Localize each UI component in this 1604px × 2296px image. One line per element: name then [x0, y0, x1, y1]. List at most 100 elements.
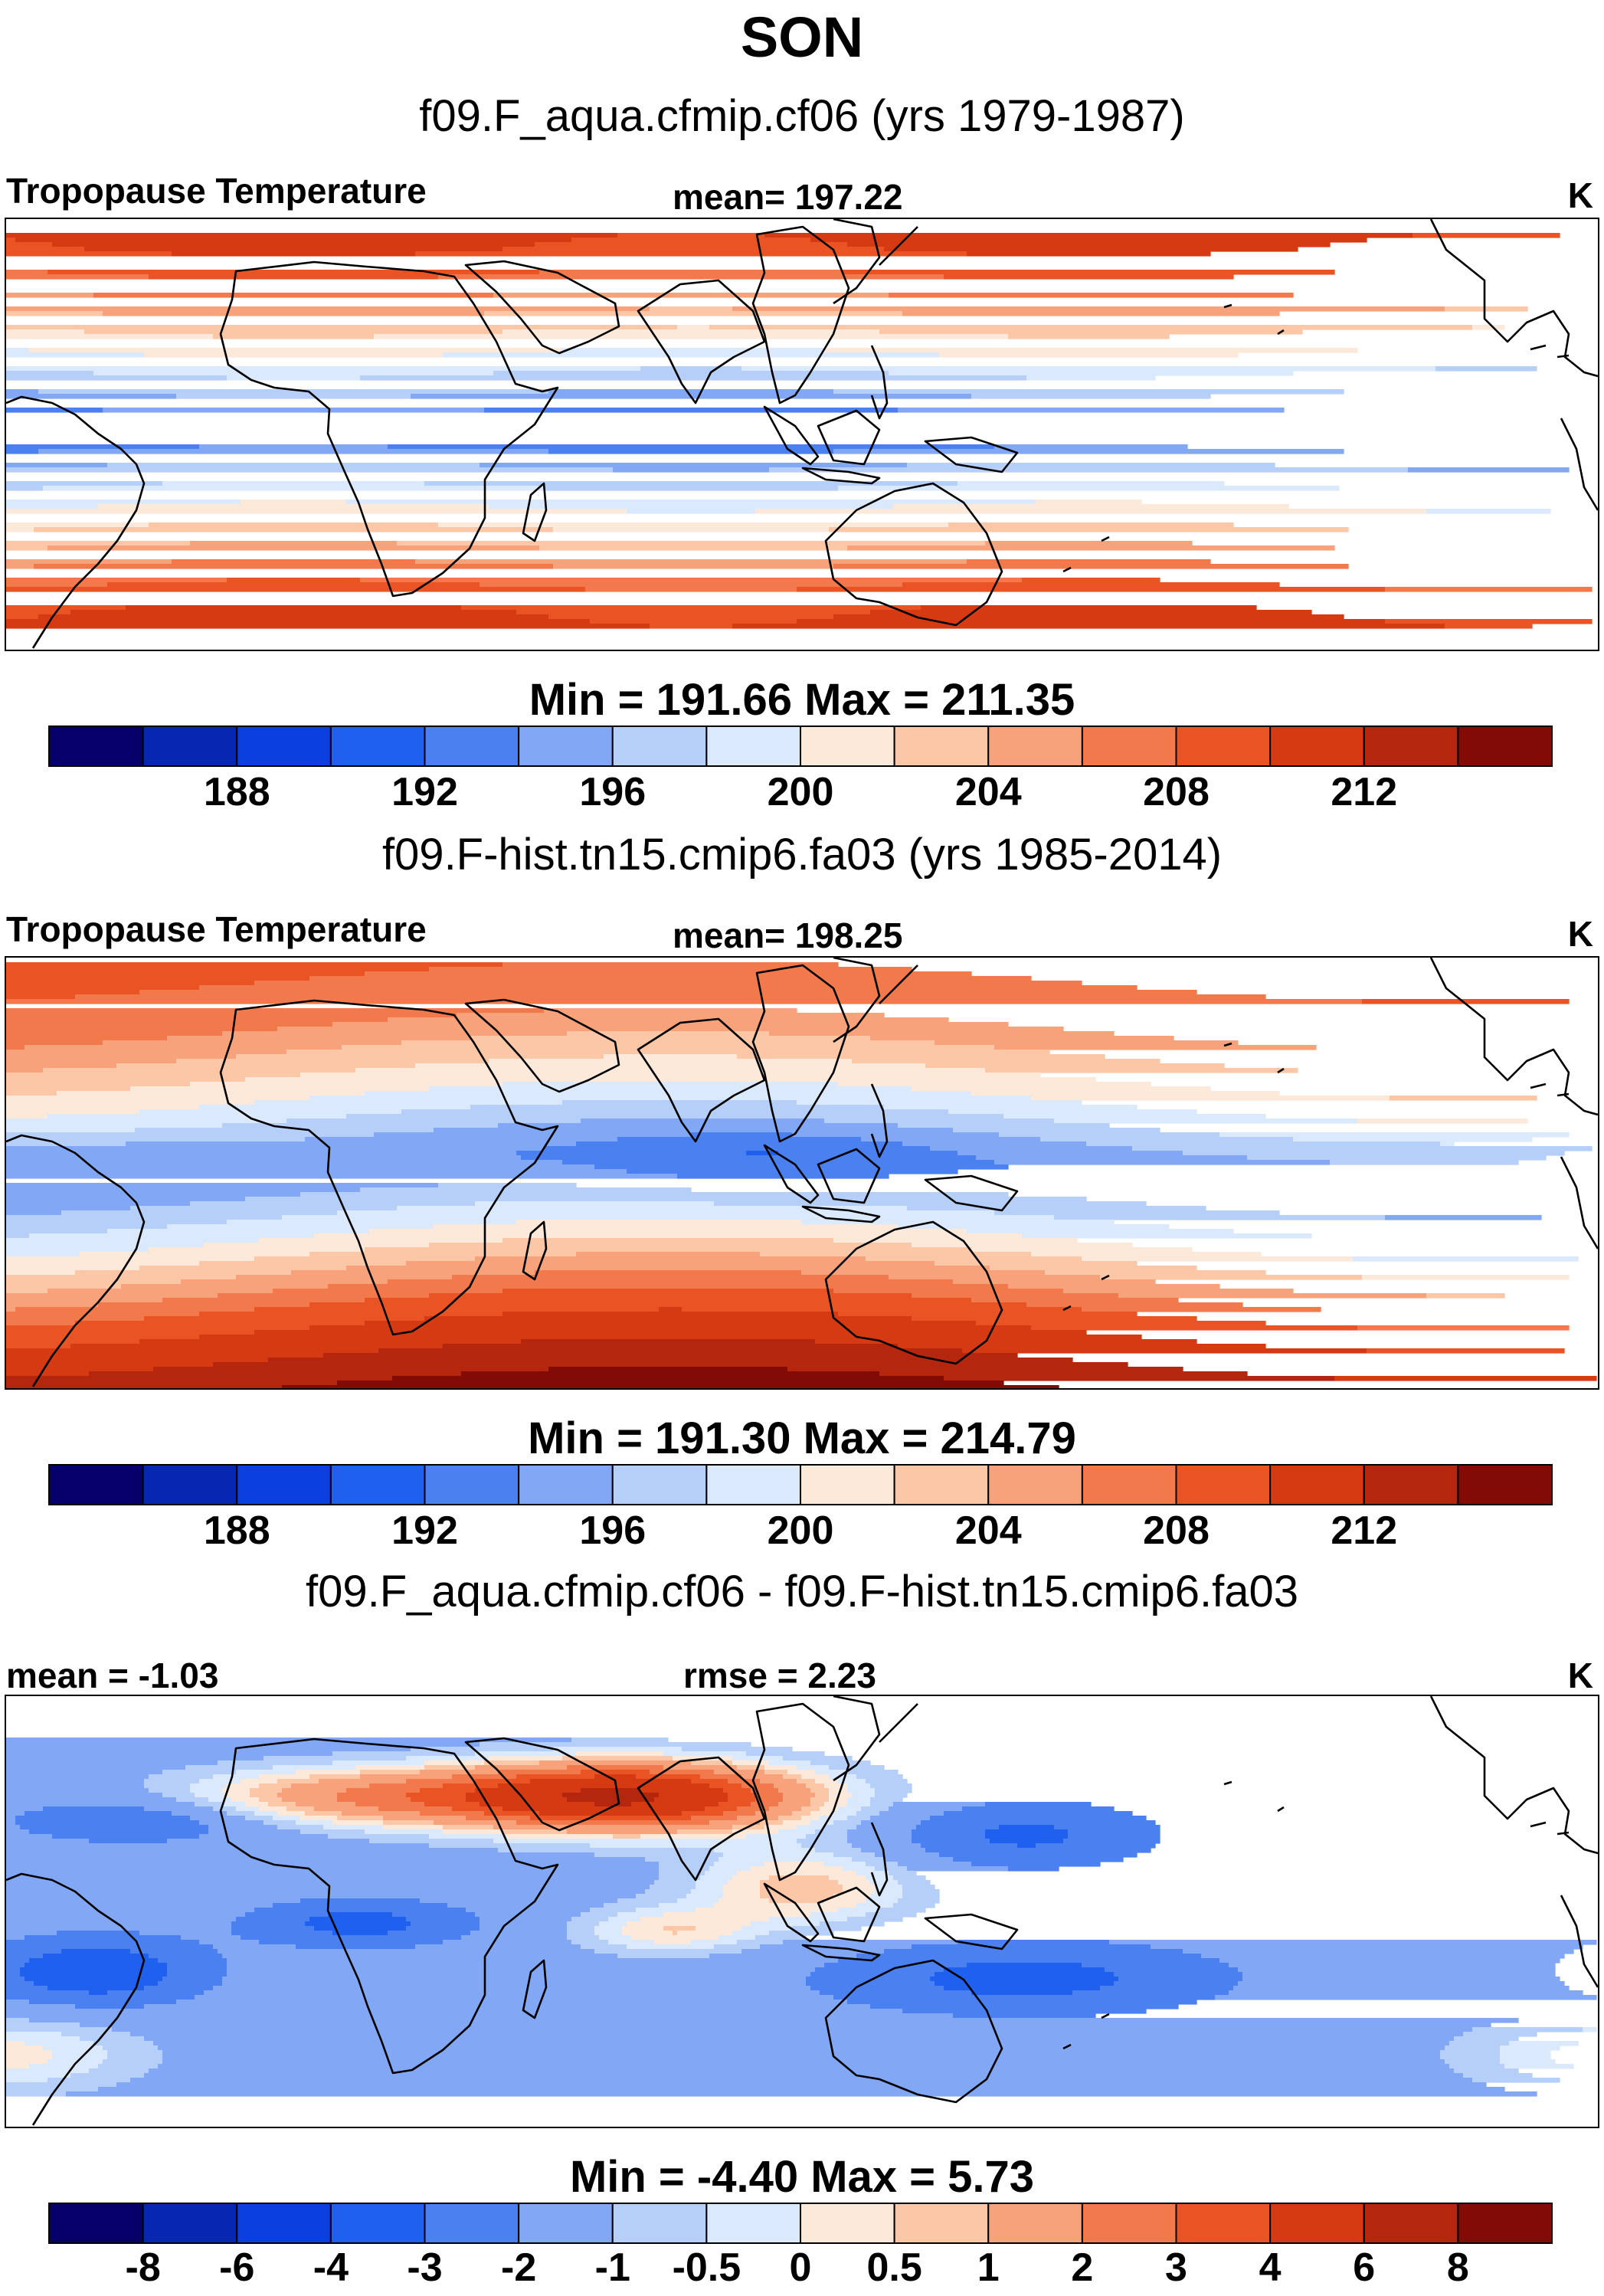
colorbar-tick-label: 208	[1143, 770, 1210, 814]
panel-2-units: K	[1567, 914, 1593, 954]
colorbar-swatch	[329, 1464, 426, 1505]
colorbar-tick-label: 212	[1331, 1508, 1398, 1553]
colorbar-swatch	[1175, 725, 1272, 767]
colorbar-tick-label: 200	[767, 1508, 834, 1553]
colorbar-swatch	[1175, 2203, 1272, 2244]
colorbar-swatch	[987, 1464, 1083, 1505]
colorbar-tick-label: 6	[1353, 2245, 1376, 2290]
panel-1-mean-label: mean= 197.22	[673, 177, 903, 217]
colorbar-swatch	[705, 1464, 801, 1505]
colorbar-swatch	[48, 725, 144, 767]
panel-1-left-label: Tropopause Temperature	[6, 171, 427, 211]
colorbar-tick-label: 196	[579, 770, 647, 814]
panel-3-colorbar-ticks: -8 -6 -4 -3 -2 -1 -0.5 0 0.5 1 2 3 4 6 8	[49, 2245, 1552, 2294]
colorbar-tick-label: 188	[203, 1508, 270, 1553]
colorbar-swatch	[142, 1464, 238, 1505]
colorbar-tick-label: 0.5	[866, 2245, 922, 2290]
colorbar-tick-label: 204	[954, 770, 1022, 814]
panel-3-colorbar	[48, 2203, 1553, 2244]
colorbar-swatch	[1269, 725, 1365, 767]
panel-1-minmax: Min = 191.66 Max = 211.35	[529, 675, 1075, 725]
colorbar-swatch	[893, 2203, 990, 2244]
panel-2-mean-label: mean= 198.25	[673, 915, 903, 955]
colorbar-swatch	[705, 725, 801, 767]
colorbar-tick-label: 3	[1165, 2245, 1187, 2290]
panel-2-map	[5, 956, 1599, 1390]
colorbar-swatch	[424, 2203, 520, 2244]
panel-1-map	[5, 218, 1599, 651]
colorbar-swatch	[611, 725, 708, 767]
colorbar-swatch	[329, 2203, 426, 2244]
colorbar-swatch	[424, 725, 520, 767]
colorbar-tick-label: -4	[313, 2245, 349, 2290]
colorbar-tick-label: 212	[1331, 770, 1398, 814]
panel-2-subtitle: f09.F-hist.tn15.cmip6.fa03 (yrs 1985-201…	[381, 830, 1223, 879]
colorbar-swatch	[893, 1464, 990, 1505]
colorbar-swatch	[142, 2203, 238, 2244]
colorbar-swatch	[611, 2203, 708, 2244]
colorbar-swatch	[236, 1464, 332, 1505]
colorbar-swatch	[800, 1464, 895, 1505]
colorbar-swatch	[236, 2203, 332, 2244]
panel-1-colorbar-ticks: 188 192 196 200 204 208 212	[49, 769, 1552, 818]
colorbar-swatch	[987, 725, 1083, 767]
colorbar-swatch	[1457, 1464, 1553, 1505]
colorbar-tick-label: 1	[977, 2245, 1000, 2290]
panel-1-subtitle: f09.F_aqua.cfmip.cf06 (yrs 1979-1987)	[419, 91, 1185, 141]
colorbar-swatch	[1363, 725, 1459, 767]
colorbar-tick-label: -8	[125, 2245, 161, 2290]
colorbar-tick-label: -1	[594, 2245, 630, 2290]
colorbar-swatch	[893, 725, 990, 767]
colorbar-tick-label: -2	[501, 2245, 537, 2290]
colorbar-swatch	[518, 725, 614, 767]
colorbar-swatch	[518, 2203, 614, 2244]
colorbar-swatch	[329, 725, 426, 767]
colorbar-tick-label: -0.5	[672, 2245, 741, 2290]
colorbar-swatch	[800, 725, 895, 767]
colorbar-tick-label: 196	[579, 1508, 647, 1553]
panel-3-subtitle: f09.F_aqua.cfmip.cf06 - f09.F-hist.tn15.…	[306, 1567, 1298, 1616]
colorbar-swatch	[142, 725, 238, 767]
colorbar-tick-label: 192	[391, 770, 458, 814]
panel-1-colorbar	[48, 725, 1553, 767]
colorbar-tick-label: 208	[1143, 1508, 1210, 1553]
colorbar-tick-label: 4	[1259, 2245, 1282, 2290]
panel-3-rmse-label: rmse = 2.23	[683, 1656, 876, 1695]
colorbar-swatch	[48, 1464, 144, 1505]
colorbar-tick-label: -6	[219, 2245, 255, 2290]
colorbar-tick-label: 8	[1446, 2245, 1469, 2290]
colorbar-swatch	[424, 1464, 520, 1505]
colorbar-swatch	[987, 2203, 1083, 2244]
colorbar-swatch	[1269, 1464, 1365, 1505]
colorbar-tick-label: 192	[391, 1508, 458, 1553]
panel-3-left-label: mean = -1.03	[6, 1656, 219, 1695]
panel-2-colorbar	[48, 1464, 1553, 1505]
colorbar-swatch	[48, 2203, 144, 2244]
colorbar-swatch	[1081, 725, 1177, 767]
colorbar-swatch	[1457, 2203, 1553, 2244]
colorbar-swatch	[1175, 1464, 1272, 1505]
colorbar-swatch	[800, 2203, 895, 2244]
colorbar-swatch	[236, 725, 332, 767]
colorbar-tick-label: 2	[1071, 2245, 1094, 2290]
colorbar-tick-label: 188	[203, 770, 270, 814]
colorbar-swatch	[1363, 2203, 1459, 2244]
colorbar-tick-label: 0	[789, 2245, 812, 2290]
panel-3-map	[5, 1695, 1599, 2128]
panel-2-minmax: Min = 191.30 Max = 214.79	[528, 1413, 1076, 1463]
panel-3-minmax: Min = -4.40 Max = 5.73	[569, 2152, 1035, 2202]
figure-title: SON	[740, 5, 864, 69]
colorbar-swatch	[1269, 2203, 1365, 2244]
colorbar-tick-label: 204	[954, 1508, 1022, 1553]
colorbar-swatch	[1457, 725, 1553, 767]
colorbar-swatch	[705, 2203, 801, 2244]
colorbar-swatch	[1363, 1464, 1459, 1505]
colorbar-tick-label: -3	[407, 2245, 443, 2290]
panel-1-units: K	[1567, 175, 1593, 215]
colorbar-swatch	[611, 1464, 708, 1505]
colorbar-tick-label: 200	[767, 770, 834, 814]
panel-2-left-label: Tropopause Temperature	[6, 909, 427, 949]
panel-3-units: K	[1567, 1656, 1593, 1695]
colorbar-swatch	[1081, 1464, 1177, 1505]
panel-2-colorbar-ticks: 188 192 196 200 204 208 212	[49, 1508, 1552, 1557]
